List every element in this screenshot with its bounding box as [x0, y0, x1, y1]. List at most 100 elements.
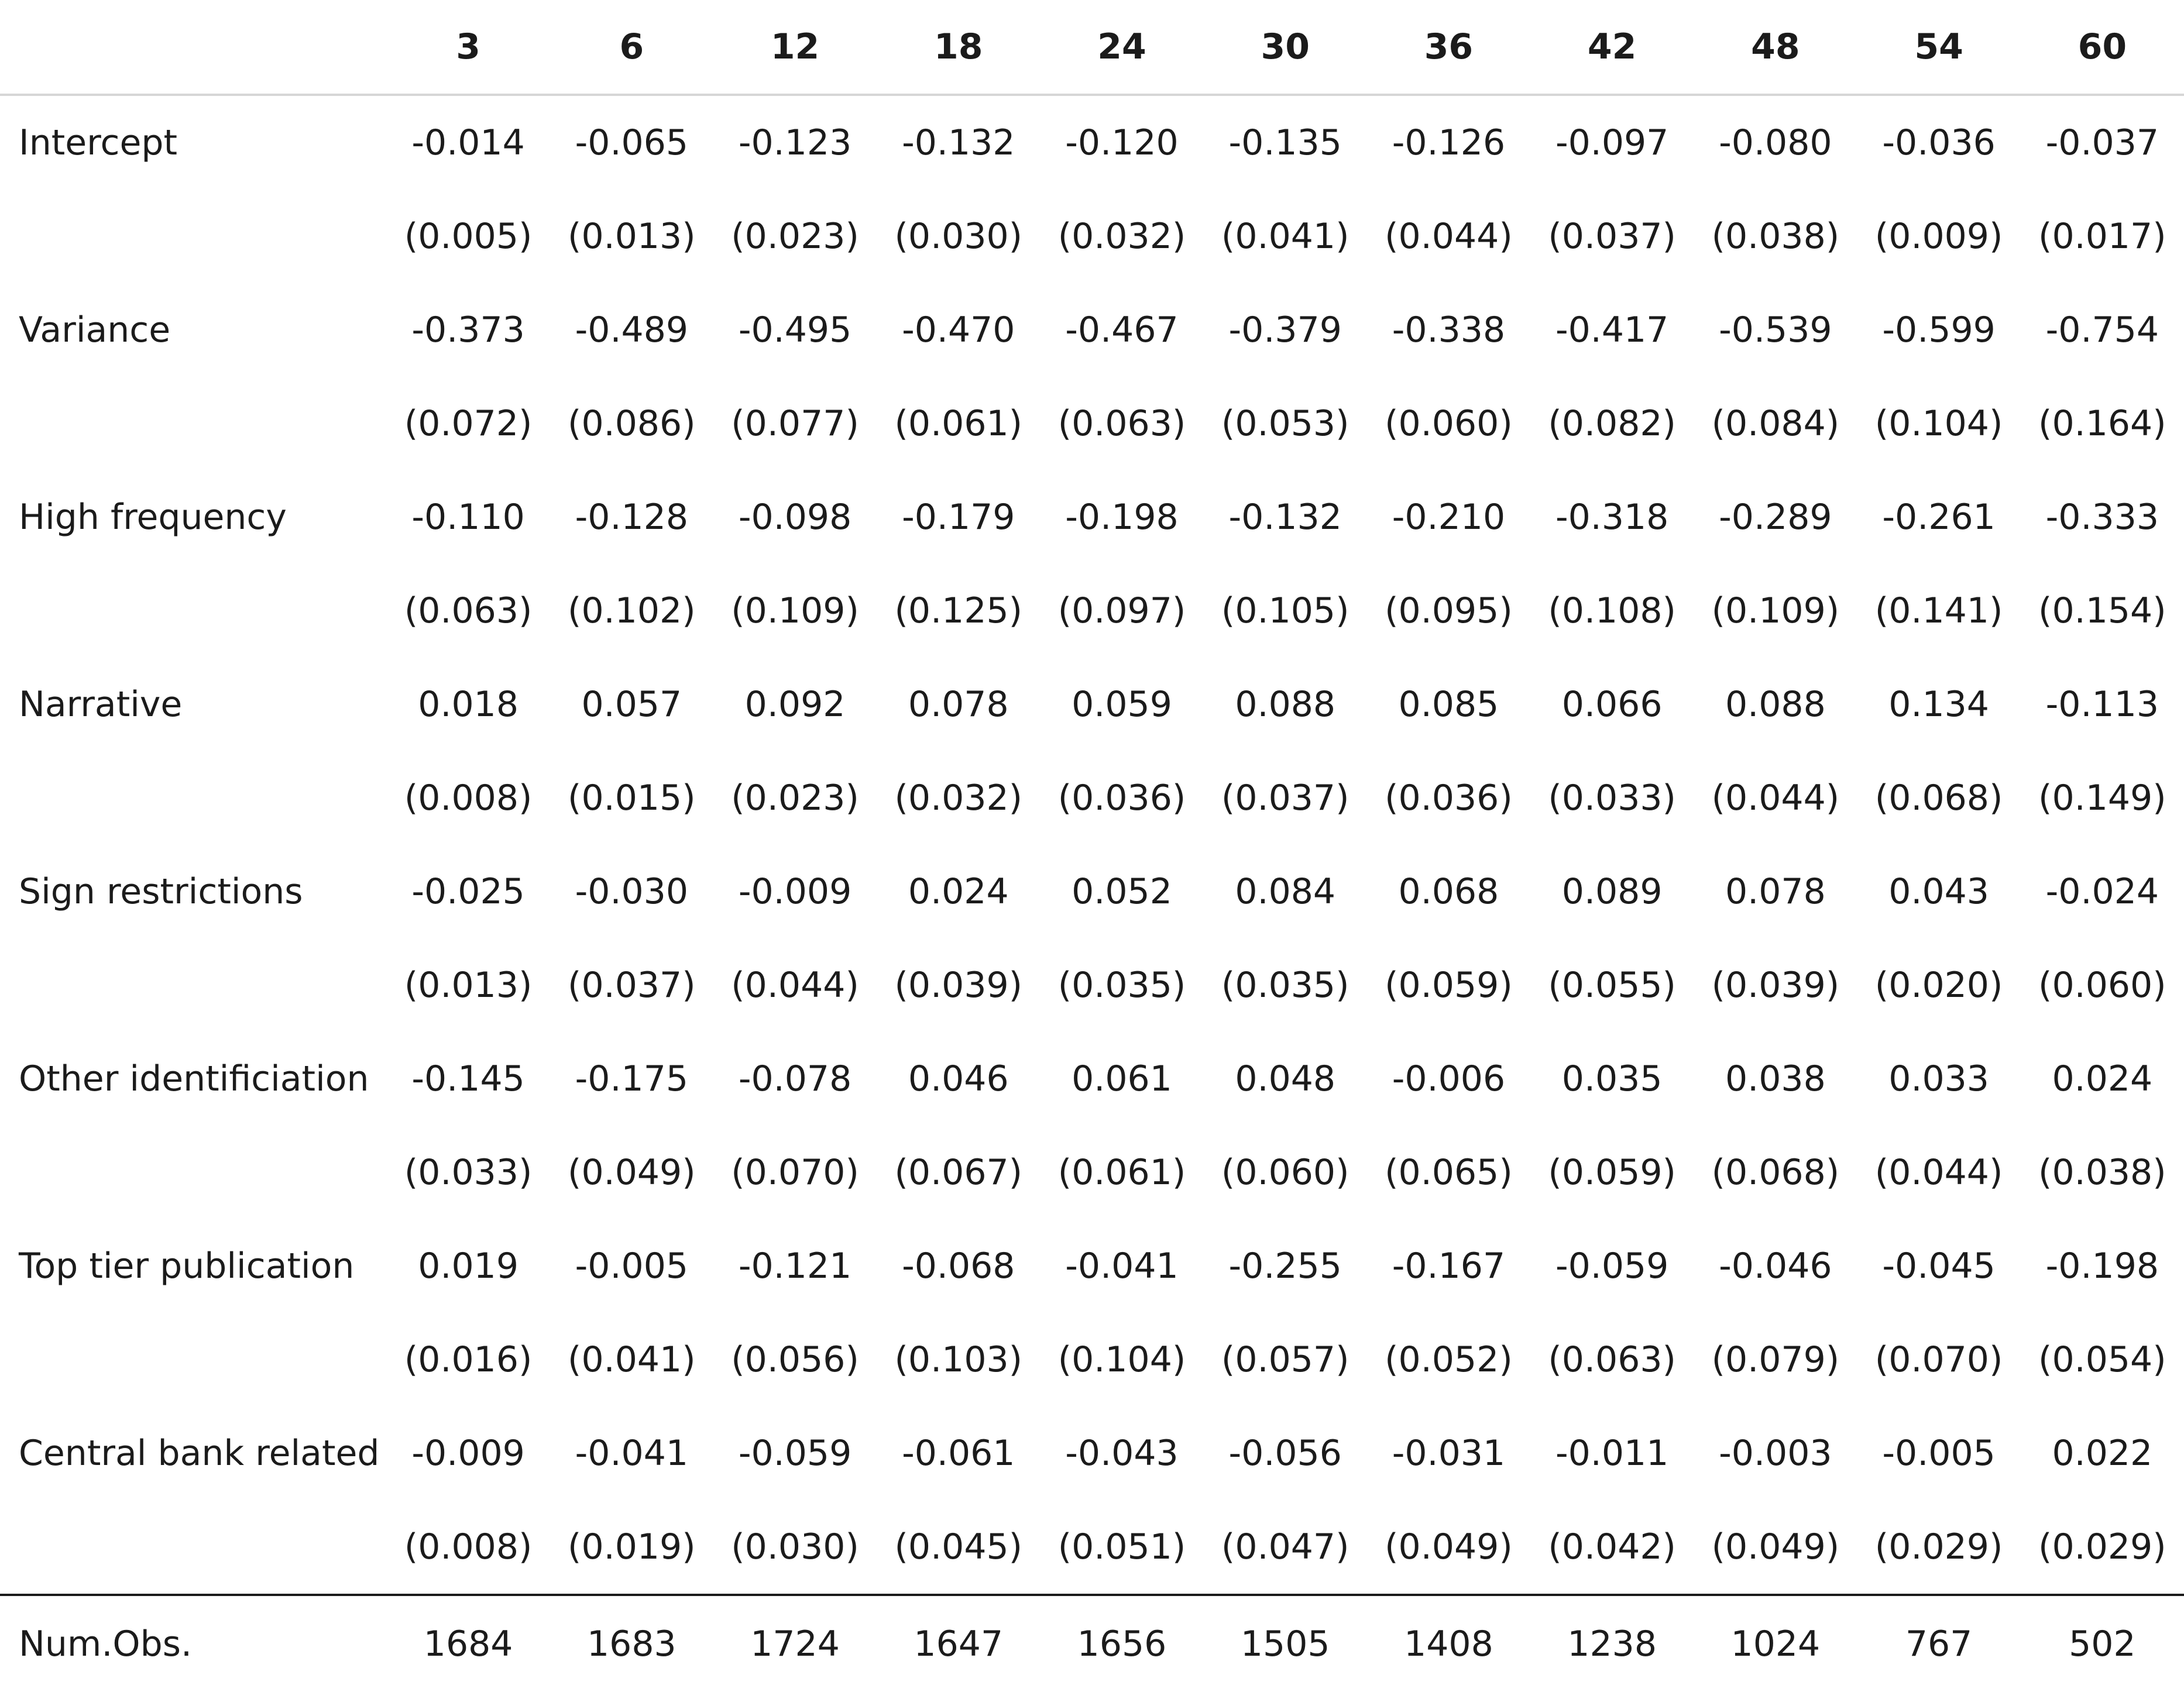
table-body: Intercept -0.014 -0.065 -0.123 -0.132 -0.120 -…: [0, 95, 2184, 1595]
estimate-cell: -0.061: [902, 1433, 1015, 1474]
row-label: Narrative: [19, 684, 183, 725]
std-error-cell: (0.084): [1711, 403, 1840, 444]
estimate-cell: -0.080: [1719, 122, 1832, 163]
std-error-cell: (0.049): [568, 1152, 696, 1193]
std-error-cell: (0.039): [894, 965, 1023, 1006]
std-error-row: (0.008) (0.019) (0.030) (0.045) (0.051) (0.04…: [0, 1500, 2184, 1595]
std-error-cell: (0.061): [894, 403, 1023, 444]
estimate-cell: 0.052: [1072, 871, 1172, 912]
std-error-cell: (0.154): [2038, 590, 2166, 631]
estimate-cell: -0.489: [575, 309, 689, 350]
estimate-cell: -0.198: [2045, 1246, 2159, 1287]
estimate-cell: -0.113: [2045, 684, 2159, 725]
estimate-cell: -0.167: [1392, 1246, 1506, 1287]
estimate-cell: -0.539: [1719, 309, 1832, 350]
estimate-cell: -0.145: [411, 1058, 525, 1099]
estimate-cell: -0.126: [1392, 122, 1506, 163]
std-error-cell: (0.032): [1057, 216, 1186, 257]
std-error-cell: (0.059): [1385, 965, 1513, 1006]
blank-label-cell: [0, 190, 387, 283]
std-error-cell: (0.060): [1221, 1152, 1349, 1193]
std-error-cell: (0.029): [1874, 1526, 2003, 1567]
std-error-cell: (0.013): [404, 965, 533, 1006]
std-error-row: (0.016) (0.041) (0.056) (0.103) (0.104) (0.05…: [0, 1313, 2184, 1406]
estimate-cell: -0.097: [1555, 122, 1669, 163]
std-error-cell: (0.057): [1221, 1339, 1349, 1380]
std-error-cell: (0.060): [2038, 965, 2166, 1006]
std-error-cell: (0.097): [1057, 590, 1186, 631]
estimate-cell: -0.338: [1392, 309, 1506, 350]
std-error-cell: (0.082): [1548, 403, 1676, 444]
std-error-cell: (0.059): [1548, 1152, 1676, 1193]
estimate-cell: -0.046: [1719, 1246, 1832, 1287]
std-error-cell: (0.023): [731, 778, 859, 819]
estimate-row: Top tier publication 0.019 -0.005 -0.121 -0.…: [0, 1219, 2184, 1313]
num-obs-cell: 1656: [1040, 1594, 1204, 1692]
estimate-cell: -0.059: [1555, 1246, 1669, 1287]
estimate-cell: -0.179: [902, 497, 1015, 538]
std-error-cell: (0.044): [731, 965, 859, 1006]
estimate-cell: -0.014: [411, 122, 525, 163]
estimate-cell: -0.005: [1882, 1433, 1996, 1474]
estimate-cell: -0.030: [575, 871, 689, 912]
std-error-cell: (0.015): [568, 778, 696, 819]
estimate-cell: -0.495: [738, 309, 852, 350]
estimate-cell: -0.210: [1392, 497, 1506, 538]
row-label: High frequency: [19, 497, 287, 538]
std-error-cell: (0.141): [1874, 590, 2003, 631]
blank-label-cell: [0, 1500, 387, 1595]
std-error-cell: (0.045): [894, 1526, 1023, 1567]
table-footer: Num.Obs. 1684 1683 1724 1647 1656 1505 1408 123…: [0, 1594, 2184, 1692]
std-error-cell: (0.109): [731, 590, 859, 631]
estimate-cell: -0.031: [1392, 1433, 1506, 1474]
std-error-cell: (0.125): [894, 590, 1023, 631]
std-error-cell: (0.068): [1874, 778, 2003, 819]
estimate-cell: -0.417: [1555, 309, 1669, 350]
estimate-row: Sign restrictions -0.025 -0.030 -0.009 0.024…: [0, 845, 2184, 938]
estimate-cell: -0.132: [1228, 497, 1342, 538]
num-obs-cell: 1024: [1694, 1594, 1857, 1692]
estimate-cell: -0.036: [1882, 122, 1996, 163]
row-label: Intercept: [19, 122, 178, 163]
std-error-cell: (0.072): [404, 403, 533, 444]
estimate-cell: 0.092: [744, 684, 846, 725]
std-error-cell: (0.044): [1874, 1152, 2003, 1193]
estimate-cell: -0.128: [575, 497, 689, 538]
std-error-cell: (0.008): [404, 1526, 533, 1567]
std-error-cell: (0.037): [568, 965, 696, 1006]
estimate-cell: -0.065: [575, 122, 689, 163]
estimate-cell: -0.011: [1555, 1433, 1669, 1474]
estimate-cell: -0.078: [738, 1058, 852, 1099]
estimate-cell: -0.056: [1228, 1433, 1342, 1474]
estimate-cell: -0.175: [575, 1058, 689, 1099]
estimate-cell: -0.379: [1228, 309, 1342, 350]
std-error-cell: (0.055): [1548, 965, 1676, 1006]
estimate-cell: 0.057: [581, 684, 682, 725]
estimate-cell: -0.006: [1392, 1058, 1506, 1099]
estimate-cell: 0.089: [1561, 871, 1663, 912]
std-error-cell: (0.036): [1057, 778, 1186, 819]
num-obs-row: Num.Obs. 1684 1683 1724 1647 1656 1505 1408 123…: [0, 1594, 2184, 1692]
estimate-cell: 0.078: [1725, 871, 1826, 912]
column-header: 12: [713, 0, 877, 96]
std-error-cell: (0.033): [1548, 778, 1676, 819]
estimate-cell: -0.003: [1719, 1433, 1832, 1474]
std-error-cell: (0.067): [894, 1152, 1023, 1193]
estimate-cell: -0.041: [1065, 1246, 1179, 1287]
estimate-row: Central bank related -0.009 -0.041 -0.059 -0…: [0, 1406, 2184, 1500]
estimate-cell: -0.121: [738, 1246, 852, 1287]
estimate-cell: -0.110: [411, 497, 525, 538]
std-error-cell: (0.054): [2038, 1339, 2166, 1380]
column-header: 36: [1366, 0, 1531, 96]
row-label: Variance: [19, 309, 171, 350]
column-header: 30: [1203, 0, 1367, 96]
blank-label-cell: [0, 564, 387, 658]
std-error-cell: (0.104): [1057, 1339, 1186, 1380]
num-obs-cell: 1684: [386, 1594, 550, 1692]
estimate-cell: 0.033: [1888, 1058, 1989, 1099]
std-error-row: (0.033) (0.049) (0.070) (0.067) (0.061) (0.06…: [0, 1126, 2184, 1219]
std-error-cell: (0.164): [2038, 403, 2166, 444]
num-obs-label: Num.Obs.: [0, 1594, 387, 1692]
estimate-cell: -0.470: [902, 309, 1015, 350]
estimate-cell: 0.038: [1725, 1058, 1826, 1099]
